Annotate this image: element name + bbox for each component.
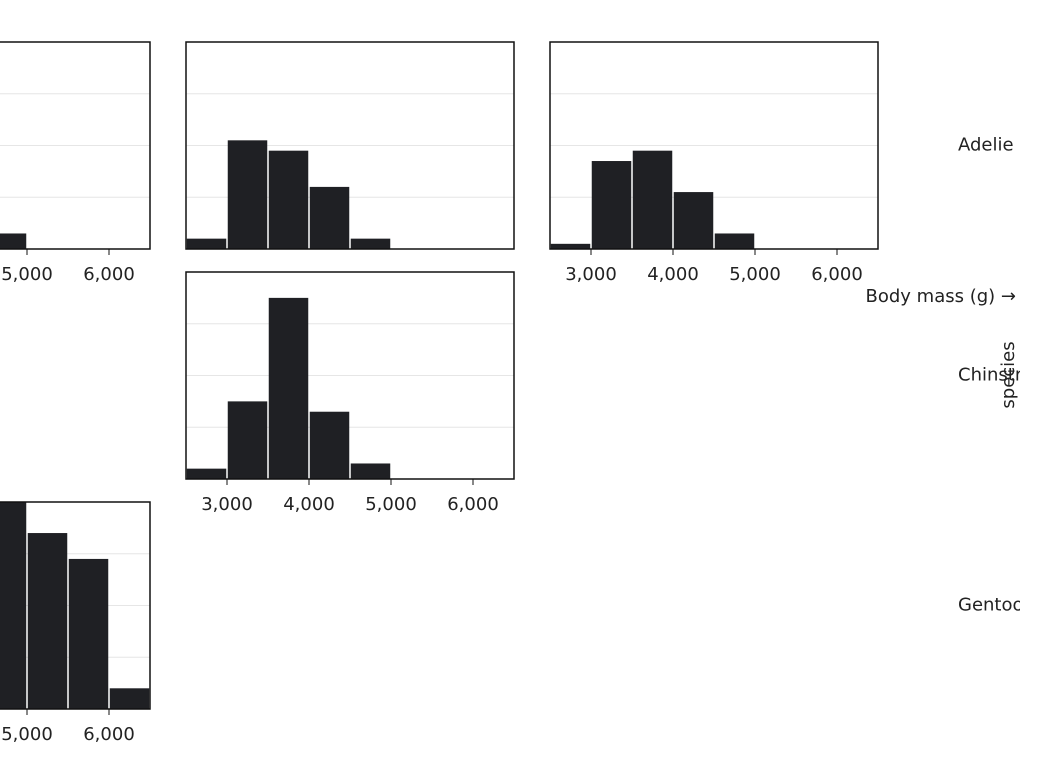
bar	[309, 186, 350, 249]
x-tick-label: 4,000	[283, 494, 335, 515]
bar	[186, 238, 227, 249]
x-tick-label: 5,000	[365, 494, 417, 515]
bar	[0, 502, 27, 709]
panel-frame	[0, 501, 151, 710]
panel-frame	[549, 41, 879, 250]
panel-frame	[0, 41, 151, 250]
bar	[591, 161, 632, 249]
bar	[68, 558, 109, 709]
bar	[268, 150, 309, 249]
bar	[350, 238, 391, 249]
x-tick-label: 4,000	[647, 264, 699, 285]
x-tick-label: 6,000	[811, 264, 863, 285]
x-tick-label: 6,000	[83, 724, 135, 745]
x-tick-label: 5,000	[1, 724, 53, 745]
bar	[673, 192, 714, 249]
bar	[632, 150, 673, 249]
facet-axis-label: species	[998, 341, 1019, 408]
bar	[550, 243, 591, 249]
bar	[227, 140, 268, 249]
x-tick-label: 5,000	[1, 264, 53, 285]
x-tick-label: 6,000	[83, 264, 135, 285]
bar	[309, 411, 350, 479]
facet-labels: Adelie Chinstrap Gentoo	[958, 135, 1045, 616]
bar	[186, 468, 227, 479]
panel-frame	[185, 271, 515, 480]
bar	[227, 401, 268, 479]
x-axis-label: Body mass (g) →	[866, 286, 1016, 307]
x-tick-label: 3,000	[565, 264, 617, 285]
x-tick-label: 3,000	[201, 494, 253, 515]
panel-frame	[185, 41, 515, 250]
bar	[350, 463, 391, 479]
facet-label: Gentoo	[958, 595, 1024, 616]
bar	[268, 297, 309, 479]
bar	[714, 233, 755, 249]
x-tick-label: 6,000	[447, 494, 499, 515]
bar	[0, 233, 27, 249]
bar	[27, 533, 68, 709]
x-tick-label: 5,000	[729, 264, 781, 285]
facet-label: Adelie	[958, 135, 1014, 156]
bar	[109, 688, 150, 709]
facet-label: Chinstrap	[958, 365, 1045, 386]
